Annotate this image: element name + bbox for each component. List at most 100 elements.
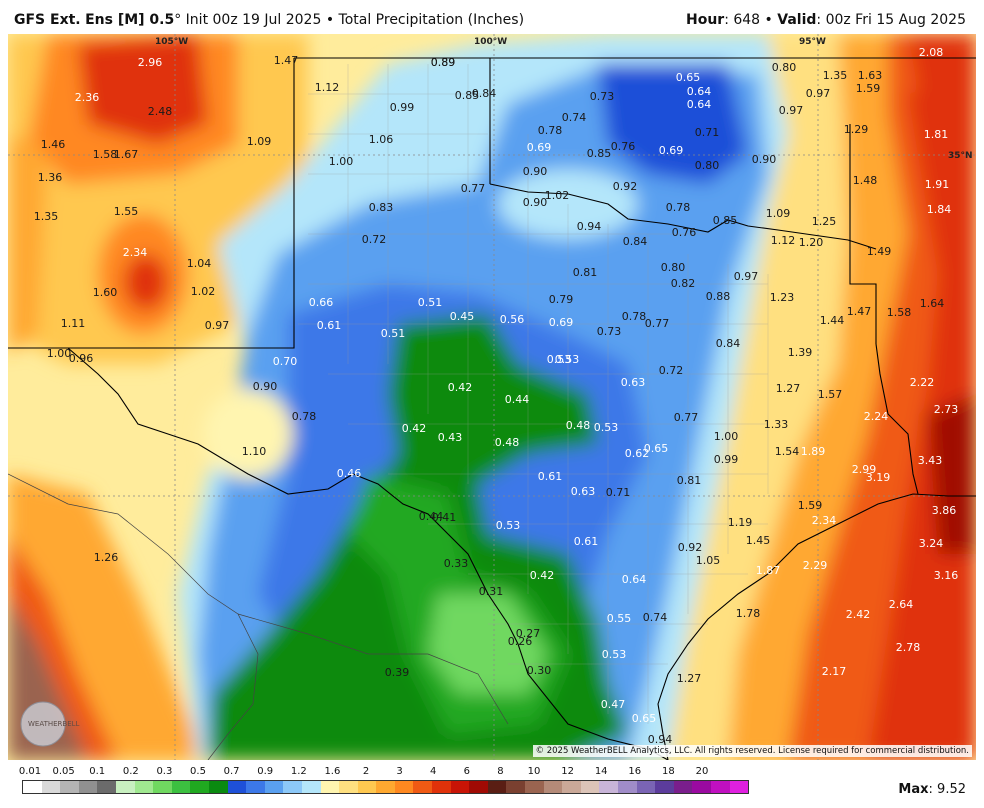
precip-value-label: 0.64 bbox=[622, 573, 647, 586]
precip-value-label: 1.63 bbox=[858, 69, 883, 82]
precip-value-label: 0.53 bbox=[602, 648, 627, 661]
precip-value-label: 1.58 bbox=[93, 148, 118, 161]
west-edge-orange bbox=[8, 134, 48, 354]
light-hole-west bbox=[203, 389, 293, 479]
lon-label-105: 105°W bbox=[155, 37, 188, 47]
precip-value-label: 1.33 bbox=[764, 418, 789, 431]
legend-tick-label: 18 bbox=[662, 766, 675, 777]
precip-value-label: 0.55 bbox=[607, 612, 632, 625]
legend-tick-label: 8 bbox=[497, 766, 504, 777]
precip-value-label: 1.09 bbox=[766, 207, 791, 220]
product-name: Ens [M] 0.5 bbox=[85, 12, 175, 28]
legend-tick-label: 0.2 bbox=[122, 766, 139, 777]
precip-value-label: 0.51 bbox=[418, 296, 443, 309]
precip-value-label: 0.90 bbox=[523, 165, 548, 178]
legend-swatch bbox=[208, 781, 228, 793]
legend-tick-label: 4 bbox=[430, 766, 437, 777]
precip-value-label: 0.72 bbox=[362, 233, 387, 246]
legend-swatch bbox=[97, 781, 116, 793]
precip-value-label: 1.00 bbox=[714, 430, 739, 443]
precip-value-label: 1.35 bbox=[823, 69, 848, 82]
precip-value-label: 0.42 bbox=[448, 381, 473, 394]
legend-swatch bbox=[525, 781, 544, 793]
precip-value-label: 1.00 bbox=[47, 347, 72, 360]
precip-value-label: 1.54 bbox=[775, 445, 800, 458]
precip-value-label: 0.44 bbox=[419, 510, 444, 523]
precip-value-label: 0.76 bbox=[672, 226, 697, 239]
precip-value-label: 0.81 bbox=[677, 474, 702, 487]
precip-value-label: 1.44 bbox=[820, 314, 845, 327]
legend-tick-label: 0.3 bbox=[156, 766, 173, 777]
precip-value-label: 0.61 bbox=[317, 319, 342, 332]
precip-value-label: 0.64 bbox=[687, 85, 712, 98]
header-valid: Hour: 648 • Valid: 00z Fri 15 Aug 2025 bbox=[686, 12, 966, 28]
state-borders bbox=[8, 57, 976, 760]
map-header: GFS Ext. Ens [M] 0.5° Init 00z 19 Jul 20… bbox=[0, 0, 984, 34]
precip-value-label: 1.59 bbox=[798, 499, 823, 512]
legend-swatch bbox=[376, 781, 395, 793]
precip-value-label: 0.78 bbox=[666, 201, 691, 214]
precip-value-label: 1.89 bbox=[801, 445, 826, 458]
precip-value-label: 0.76 bbox=[611, 140, 636, 153]
precip-value-label: 0.46 bbox=[337, 467, 362, 480]
precip-value-label: 0.80 bbox=[661, 261, 686, 274]
precip-value-label: 3.19 bbox=[866, 471, 891, 484]
precip-value-label: 0.77 bbox=[645, 317, 670, 330]
gulf-coast bbox=[657, 493, 976, 760]
hour-label: Hour bbox=[685, 12, 725, 28]
precip-value-label: 0.51 bbox=[381, 327, 406, 340]
legend-swatch bbox=[283, 781, 302, 793]
title-bullet: • bbox=[325, 12, 335, 28]
precip-value-label: 2.42 bbox=[846, 608, 871, 621]
precip-value-label: 2.36 bbox=[75, 91, 100, 104]
precip-value-label: 1.29 bbox=[844, 123, 869, 136]
precip-value-label: 0.27 bbox=[516, 627, 541, 640]
legend-swatch bbox=[339, 781, 358, 793]
graticule bbox=[8, 34, 976, 760]
degree-symbol: ° bbox=[174, 12, 182, 28]
legend-tick-label: 0.5 bbox=[190, 766, 206, 777]
legend-swatch bbox=[357, 781, 377, 793]
legend-tick-label: 0.7 bbox=[223, 766, 240, 777]
precip-value-label: 0.61 bbox=[574, 535, 599, 548]
precip-value-label: 0.90 bbox=[253, 380, 278, 393]
precip-value-label: 0.65 bbox=[644, 442, 669, 455]
legend-colorbar bbox=[22, 780, 750, 794]
legend-tick-label: 12 bbox=[561, 766, 574, 777]
precip-value-label: 0.71 bbox=[606, 486, 631, 499]
precip-value-label: 0.94 bbox=[577, 220, 602, 233]
legend-tick-label: 14 bbox=[594, 766, 608, 777]
precip-value-label: 0.80 bbox=[695, 159, 720, 172]
legend-swatch bbox=[562, 781, 581, 793]
legend-swatch bbox=[246, 781, 265, 793]
precip-value-label: 0.63 bbox=[621, 376, 646, 389]
precip-value-label: 2.22 bbox=[910, 376, 935, 389]
precip-value-label: 1.67 bbox=[114, 148, 139, 161]
precip-value-label: 0.65 bbox=[632, 712, 657, 725]
legend-swatch bbox=[506, 781, 526, 793]
precip-value-label: 0.85 bbox=[455, 89, 480, 102]
county-lines bbox=[298, 64, 769, 724]
max-value: Max: 9.52 bbox=[898, 782, 966, 797]
precip-value-label: 2.64 bbox=[889, 598, 914, 611]
east-texas-border bbox=[849, 240, 877, 344]
precip-value-label: 0.31 bbox=[479, 585, 504, 598]
graticule-labels: 105°W 100°W 95°W 35°N bbox=[155, 37, 973, 161]
max-number: : 9.52 bbox=[928, 782, 966, 797]
precip-value-label: 0.81 bbox=[573, 266, 598, 279]
lat-label-35: 35°N bbox=[948, 151, 973, 161]
precip-value-label: 0.78 bbox=[538, 124, 563, 137]
precip-value-label: 0.90 bbox=[752, 153, 777, 166]
precip-value-label: 1.48 bbox=[853, 174, 878, 187]
legend-swatch bbox=[394, 781, 414, 793]
precip-value-label: 0.63 bbox=[571, 485, 596, 498]
precip-value-label: 1.45 bbox=[746, 534, 771, 547]
logo-text: WEATHERBELL bbox=[28, 720, 80, 728]
precip-value-label: 1.06 bbox=[369, 133, 394, 146]
legend-tick-label: 0.05 bbox=[52, 766, 75, 777]
precip-value-label: 0.42 bbox=[402, 422, 427, 435]
precip-value-label: 1.12 bbox=[315, 81, 340, 94]
legend-swatch bbox=[580, 781, 600, 793]
legend-swatch bbox=[23, 781, 42, 793]
legend-tick-label: 6 bbox=[463, 766, 470, 777]
